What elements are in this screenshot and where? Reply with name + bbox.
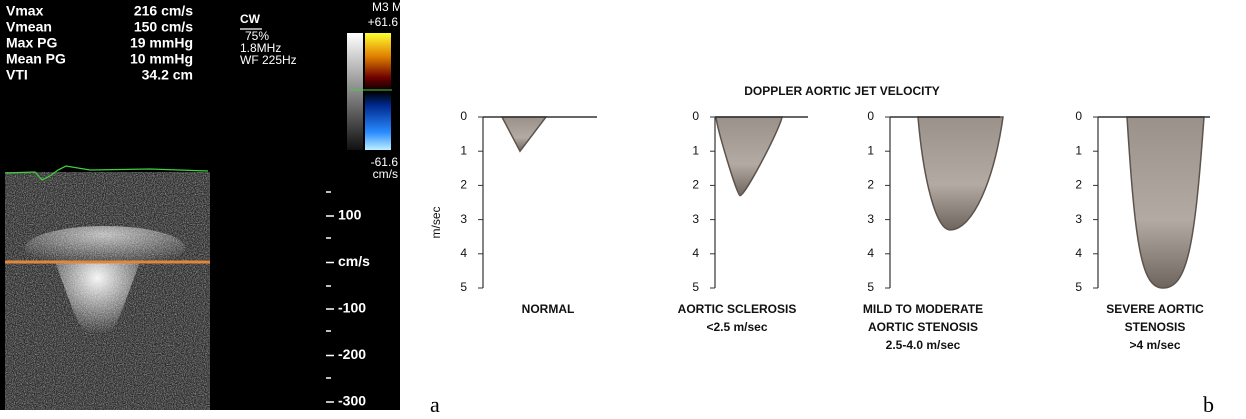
panel-label: b [1203,392,1214,417]
y-tick-label: 3 [692,212,699,226]
measure-value: 10 mmHg [130,51,193,67]
jet-profile [1126,116,1205,289]
y-tick-label: 0 [1075,109,1082,123]
y-tick-label: 4 [1075,246,1082,260]
mode: CW [240,12,261,26]
chart-title: AORTIC STENOSIS [868,320,978,334]
scale-label: -100 [338,300,366,316]
setting: 75% [245,29,269,43]
forward-flow [25,226,185,270]
measure-label: Max PG [6,35,57,51]
measure-label: VTI [6,67,28,83]
chart-title: STENOSIS [1125,320,1186,334]
y-tick-label: 4 [867,246,874,260]
y-tick-label: 4 [692,246,699,260]
gray-bar [347,33,363,150]
chart-title: NORMAL [522,302,575,316]
y-tick-label: 2 [867,178,874,192]
figure-title: DOPPLER AORTIC JET VELOCITY [744,84,940,98]
y-tick-label: 3 [867,212,874,226]
chart-title: SEVERE AORTIC [1106,302,1204,316]
y-tick-label: 5 [692,280,699,294]
y-tick-label: 4 [460,246,467,260]
chart-title: MILD TO MODERATE [863,302,983,316]
jet-chart: 0 1 2 3 4 5 AORTIC SCLEROSIS <2.5 m/sec [678,109,808,334]
y-tick-label: 2 [1075,178,1082,192]
y-tick-label: 0 [692,109,699,123]
y-tick-label: 3 [1075,212,1082,226]
y-tick-label: 1 [1075,143,1082,157]
scale-label: cm/s [338,253,370,269]
color-bar [365,33,391,150]
y-tick-label: 1 [867,143,874,157]
jet-profile [715,116,783,197]
y-tick-label: 5 [867,280,874,294]
spectral-envelope [55,262,140,342]
panel-label: a [430,392,440,417]
measure-value: 216 cm/s [134,3,193,19]
jet-chart: 0 1 2 3 4 5 MILD TO MODERATE AORTIC STENOSIS 2.5… [863,109,1004,352]
color-min: -61.6 [371,155,399,169]
y-axis-label: m/sec [429,206,443,238]
ecg-trace [4,165,209,181]
measure-label: Vmax [6,3,44,19]
y-tick-label: 2 [692,178,699,192]
setting: WF 225Hz [240,53,297,67]
y-tick-label: 5 [1075,280,1082,294]
setting: 1.8MHz [240,41,281,55]
y-tick-label: 1 [692,143,699,157]
y-tick-label: 2 [460,178,467,192]
y-tick-label: 1 [460,143,467,157]
color-unit: cm/s [373,167,398,181]
y-tick-label: 5 [460,280,467,294]
measure-label: Vmean [6,19,52,35]
scale-label: -200 [338,346,366,362]
scale-label: 100 [338,207,362,223]
jet-chart: 0 1 2 3 4 5 SEVERE AORTIC STENOSIS >4 m/sec [1075,109,1210,352]
jet-profile [917,116,1004,231]
map-label: M3 M4 [372,0,409,14]
measure-value: 19 mmHg [130,35,193,51]
chart-subtitle: <2.5 m/sec [706,320,767,334]
chart-title: AORTIC SCLEROSIS [678,302,797,316]
chart-subtitle: 2.5-4.0 m/sec [886,338,961,352]
jet-chart: 0 1 2 3 4 5 m/sec NORMAL [429,109,597,316]
ultrasound-panel: Vmax 216 cm/s Vmean 150 cm/s Max PG 19 mmHg Me… [0,0,409,410]
measure-label: Mean PG [6,51,66,67]
y-tick-label: 0 [867,109,874,123]
scale-label: -300 [338,393,366,409]
chart-subtitle: >4 m/sec [1129,338,1180,352]
color-max: +61.6 [368,15,399,29]
y-tick-label: 0 [460,109,467,123]
y-tick-label: 3 [460,212,467,226]
jet-profile [500,116,548,153]
measure-value: 34.2 cm [142,67,193,83]
measure-value: 150 cm/s [134,19,193,35]
